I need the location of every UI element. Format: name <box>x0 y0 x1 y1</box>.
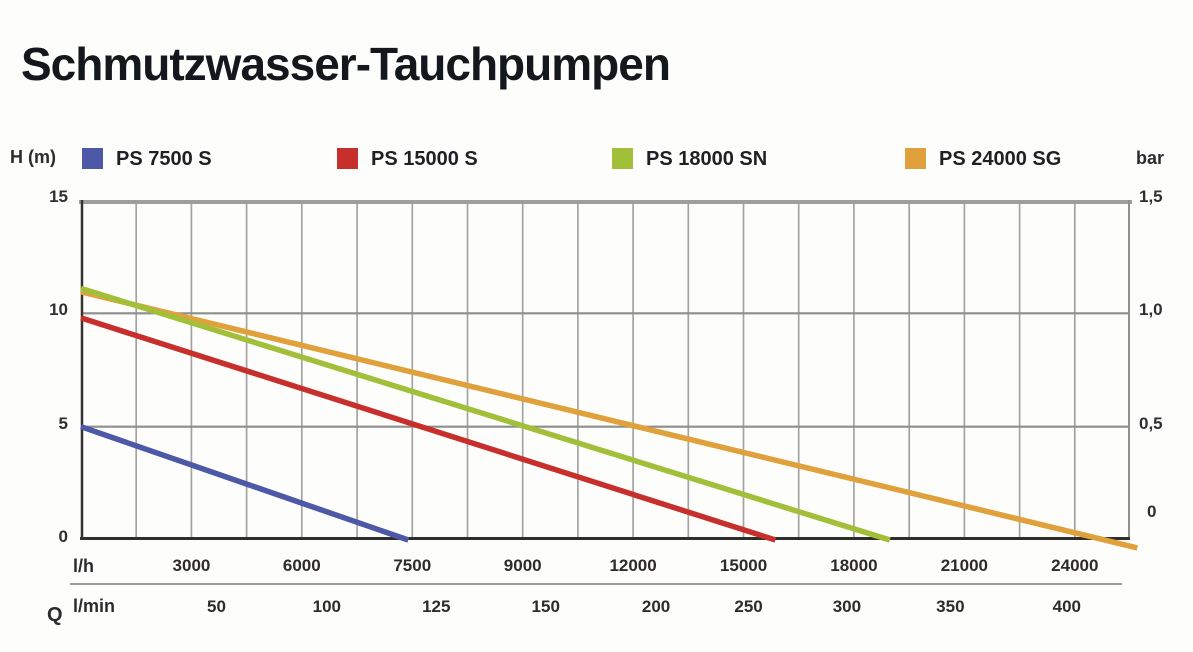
x-tick-label-lh: 3000 <box>172 556 211 575</box>
y-tick-label-bar: 0 <box>1147 501 1157 521</box>
legend-swatch-icon <box>337 148 358 169</box>
y-tick-label-bar: 1,0 <box>1139 300 1163 320</box>
x-tick-label-lh: 9000 <box>503 556 542 575</box>
x-tick-label-lmin: 250 <box>734 597 763 616</box>
x-tick-label-lh: 7500 <box>393 556 432 575</box>
y-axis-right-unit-label: bar <box>1136 148 1165 168</box>
series-line-PS-15000-S <box>80 315 777 543</box>
page-title: Schmutzwasser-Tauchpumpen <box>21 37 671 90</box>
x-axis-row2-unit-label: l/min <box>73 596 116 616</box>
legend-label: PS 24000 SG <box>939 148 1062 170</box>
x-axis-row1-unit-label: l/h <box>73 556 94 576</box>
x-tick-label-lh: 21000 <box>940 556 988 575</box>
x-tick-label-lmin: 100 <box>312 597 341 616</box>
x-axis-separator-line <box>70 583 1122 585</box>
legend-label: PS 15000 S <box>371 148 478 170</box>
series-line-PS-7500-S <box>80 424 410 543</box>
y-tick-label-bar: 1,5 <box>1139 187 1163 206</box>
series-line-PS-18000-SN <box>80 285 891 543</box>
legend-label: PS 7500 S <box>116 148 212 170</box>
x-tick-label-lh: 18000 <box>830 556 878 575</box>
legend-label: PS 18000 SN <box>646 148 768 170</box>
x-axis-quantity-label: Q <box>47 604 63 626</box>
x-tick-label-lmin: 300 <box>832 597 862 616</box>
legend-swatch-icon <box>82 148 103 169</box>
y-tick-label-bar: 0,5 <box>1139 413 1163 433</box>
x-tick-label-lh: 6000 <box>282 556 321 575</box>
x-tick-label-lmin: 350 <box>936 597 965 616</box>
y-tick-label-h: 15 <box>49 187 68 206</box>
x-tick-label-lh: 24000 <box>1051 556 1099 575</box>
series-line-PS-24000-SG <box>80 289 1138 551</box>
legend-swatch-icon <box>612 148 633 169</box>
x-tick-label-lmin: 400 <box>1052 597 1081 616</box>
x-tick-label-lh: 15000 <box>719 556 768 575</box>
y-tick-label-h: 5 <box>58 413 68 433</box>
y-tick-label-h: 0 <box>58 527 68 546</box>
chart-plot-area <box>79 200 1138 551</box>
y-axis-left-unit-label: H (m) <box>10 147 56 167</box>
x-tick-label-lmin: 125 <box>422 597 451 616</box>
y-tick-label-h: 10 <box>49 300 68 320</box>
legend-swatch-icon <box>905 148 926 169</box>
x-tick-label-lh: 12000 <box>609 556 657 575</box>
x-tick-label-lmin: 150 <box>531 597 560 616</box>
x-tick-label-lmin: 200 <box>641 597 671 616</box>
x-tick-label-lmin: 50 <box>206 597 226 616</box>
